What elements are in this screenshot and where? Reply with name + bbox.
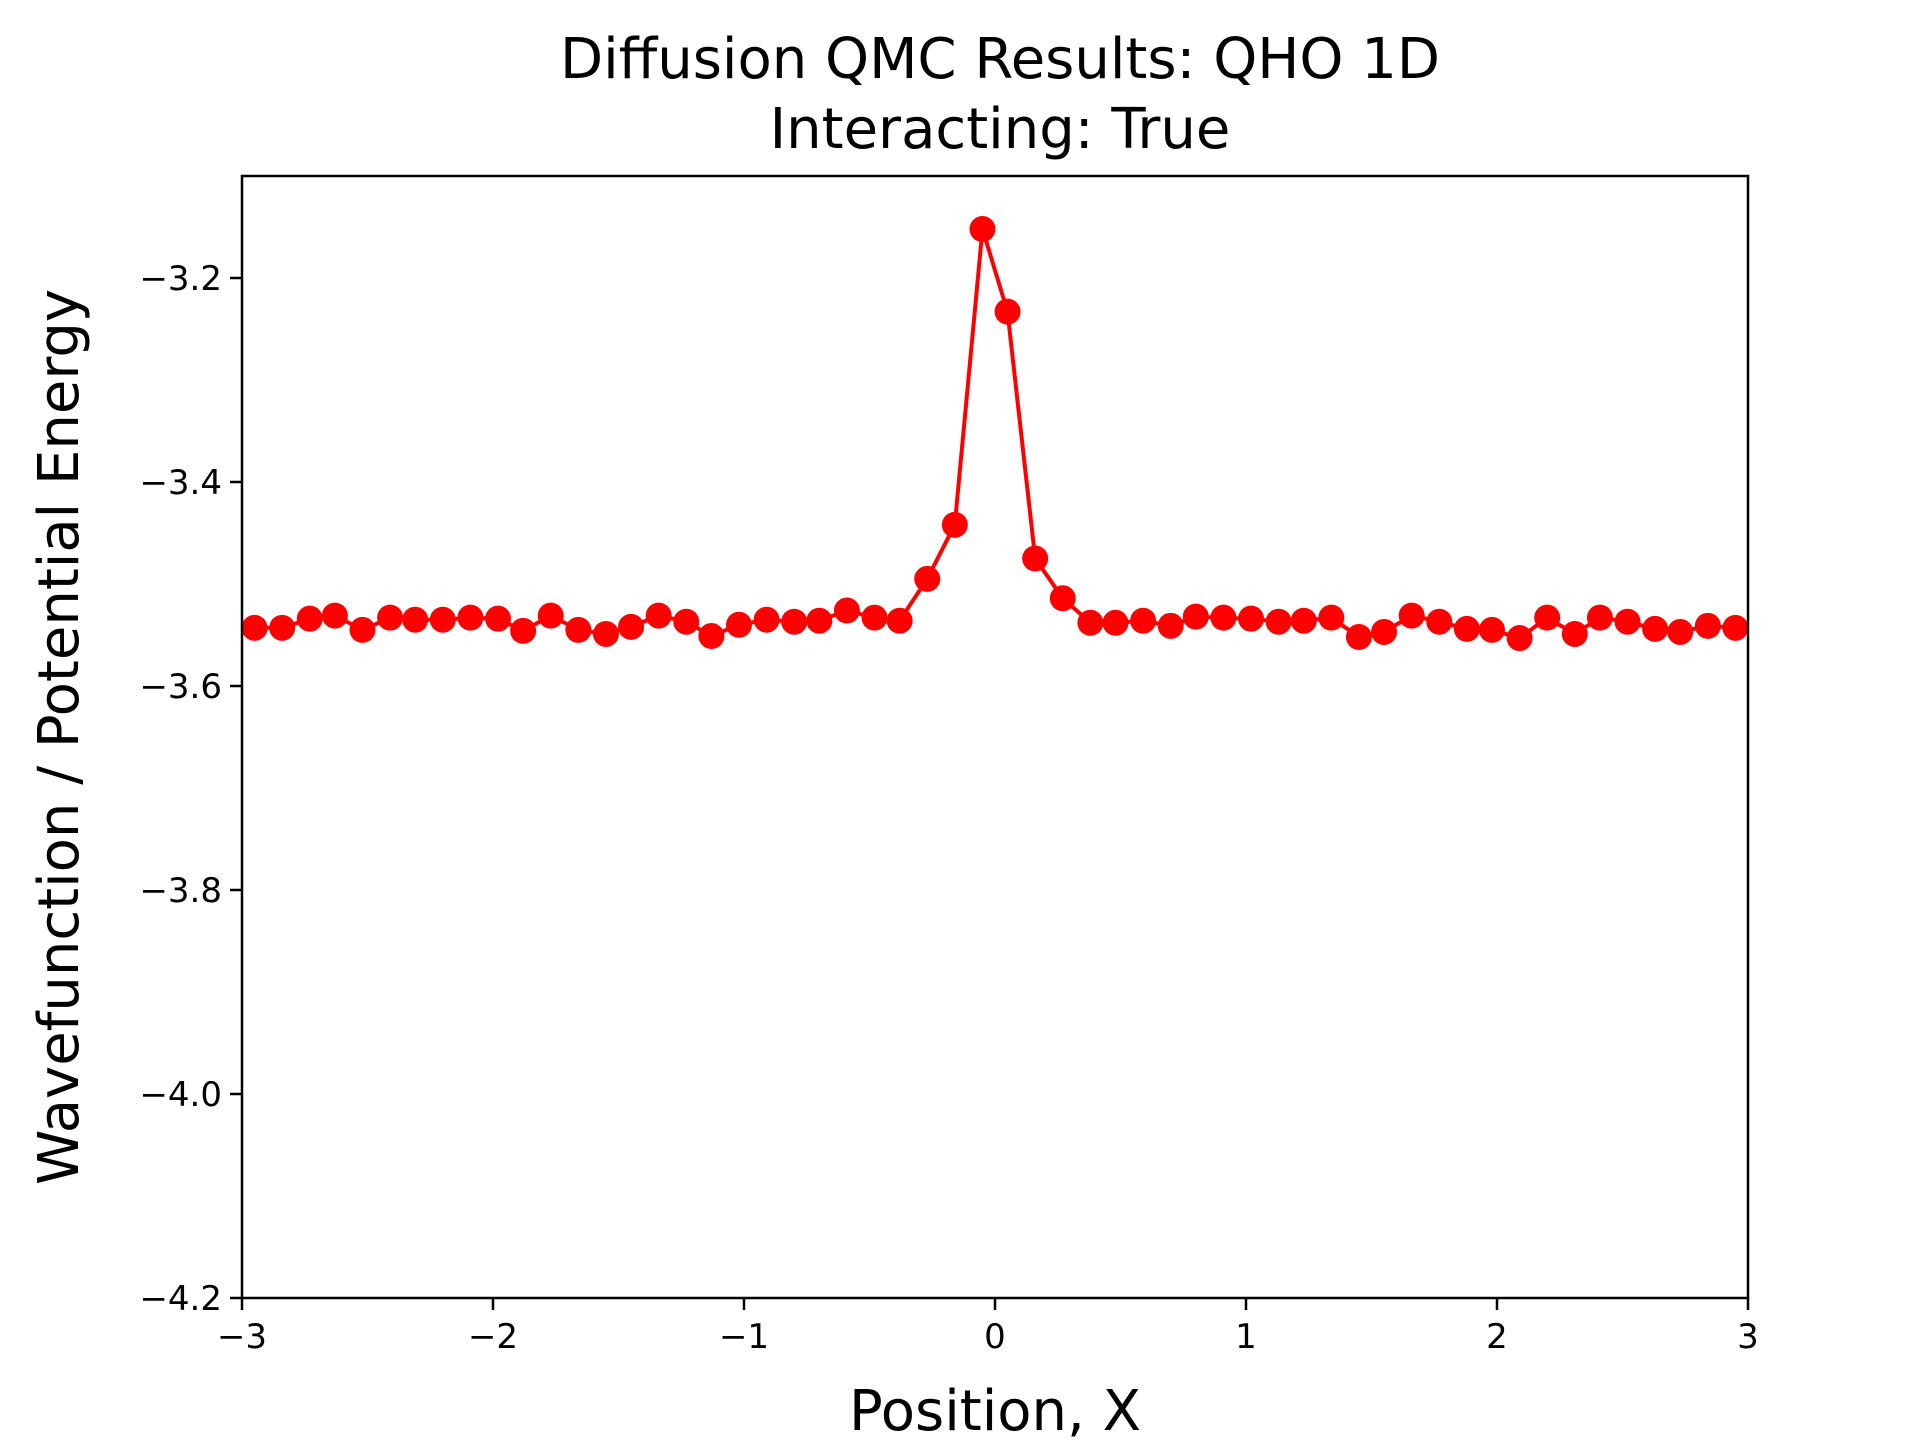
chart-subtitle: Interacting: True bbox=[770, 97, 1231, 162]
data-point bbox=[1694, 612, 1721, 639]
data-point bbox=[1534, 604, 1561, 631]
data-point bbox=[485, 605, 512, 632]
data-point bbox=[1318, 604, 1345, 631]
data-point bbox=[618, 613, 645, 640]
data-point bbox=[457, 604, 484, 631]
data-point bbox=[1265, 608, 1292, 635]
data-point bbox=[1561, 620, 1588, 647]
data-point bbox=[296, 605, 323, 632]
data-point bbox=[1614, 608, 1641, 635]
data-point bbox=[1586, 604, 1613, 631]
data-point bbox=[429, 606, 456, 633]
y-tick-label: −4.0 bbox=[139, 1075, 222, 1115]
data-point bbox=[941, 511, 968, 538]
data-point bbox=[1049, 585, 1076, 612]
data-point bbox=[1157, 612, 1184, 639]
data-point bbox=[565, 616, 592, 643]
data-point bbox=[1398, 602, 1425, 629]
data-point bbox=[1290, 607, 1317, 634]
data-point bbox=[914, 565, 941, 592]
data-point bbox=[537, 602, 564, 629]
data-point bbox=[1238, 605, 1265, 632]
x-tick-label: 3 bbox=[1737, 1317, 1759, 1357]
y-tick-label: −3.8 bbox=[139, 871, 222, 911]
data-point bbox=[269, 614, 296, 641]
y-tick-label: −3.4 bbox=[139, 463, 222, 503]
data-point bbox=[1022, 545, 1049, 572]
data-point bbox=[886, 607, 913, 634]
x-tick-label: 1 bbox=[1235, 1317, 1257, 1357]
data-point bbox=[402, 606, 429, 633]
data-point bbox=[861, 604, 888, 631]
data-point bbox=[592, 620, 619, 647]
data-point bbox=[1506, 625, 1533, 652]
data-point bbox=[806, 607, 833, 634]
data-point bbox=[1426, 608, 1453, 635]
chart-title: Diffusion QMC Results: QHO 1D bbox=[560, 27, 1440, 92]
x-tick-label: −1 bbox=[719, 1317, 769, 1357]
data-point bbox=[321, 602, 348, 629]
data-point bbox=[698, 623, 725, 650]
data-point bbox=[1130, 607, 1157, 634]
data-point bbox=[781, 608, 808, 635]
y-tick-label: −3.6 bbox=[139, 667, 222, 707]
data-layer bbox=[241, 216, 1749, 652]
data-point bbox=[753, 606, 780, 633]
x-axis-label: Position, X bbox=[849, 1379, 1141, 1440]
data-point bbox=[1453, 615, 1480, 642]
data-point bbox=[510, 617, 537, 644]
series-line bbox=[254, 227, 1736, 641]
data-point bbox=[969, 216, 996, 243]
data-point bbox=[1102, 609, 1129, 636]
data-point bbox=[645, 602, 672, 629]
data-point bbox=[1182, 603, 1209, 630]
data-point bbox=[1478, 616, 1505, 643]
data-point bbox=[1077, 609, 1104, 636]
data-point bbox=[349, 616, 376, 643]
data-point bbox=[1210, 604, 1237, 631]
ticks-layer: −3 −2 −1 0 1 2 3 −4.2 −4.0 −3.8 −3.6 −3.4 −3.2 bbox=[139, 259, 1758, 1357]
data-point bbox=[1642, 615, 1669, 642]
x-tick-label: 0 bbox=[984, 1317, 1006, 1357]
plot-frame bbox=[240, 174, 1750, 1300]
y-tick-label: −3.2 bbox=[139, 259, 222, 299]
data-point bbox=[1667, 618, 1694, 645]
y-tick-label: −4.2 bbox=[139, 1279, 222, 1319]
y-axis-label: Wavefunction / Potential Energy bbox=[27, 289, 92, 1185]
data-point bbox=[1722, 614, 1749, 641]
x-tick-label: −2 bbox=[468, 1317, 518, 1357]
data-point bbox=[673, 608, 700, 635]
x-tick-label: −3 bbox=[217, 1317, 267, 1357]
data-point bbox=[241, 614, 268, 641]
x-tick-label: 2 bbox=[1486, 1317, 1508, 1357]
data-point bbox=[994, 298, 1021, 325]
data-point bbox=[377, 604, 404, 631]
data-point bbox=[1345, 624, 1372, 651]
data-point bbox=[725, 611, 752, 638]
data-point bbox=[1371, 618, 1398, 645]
data-point bbox=[833, 597, 860, 624]
